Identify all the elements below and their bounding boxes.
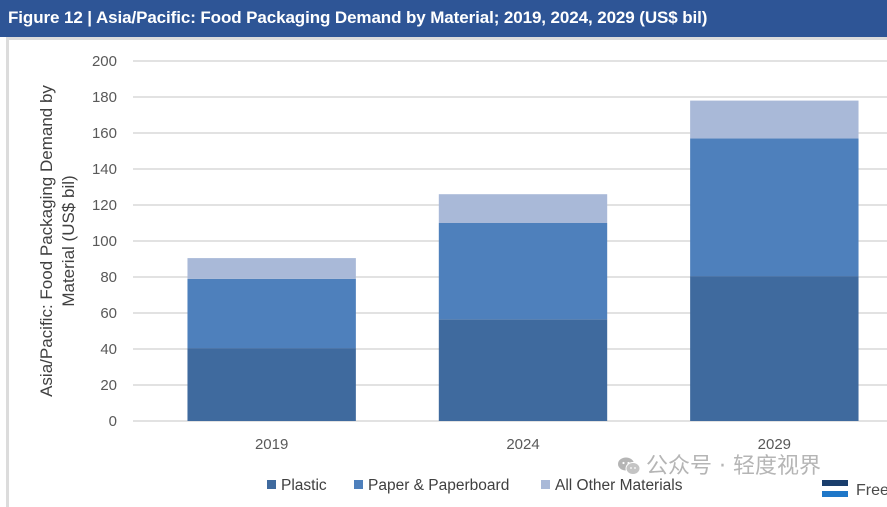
y-tick-label: 180 (92, 89, 117, 106)
legend-swatch (267, 480, 276, 489)
logo-mark-top (822, 480, 848, 486)
x-tick-label: 2029 (758, 436, 791, 453)
x-axis-ticks: 2019 2024 2029 (255, 436, 791, 453)
bar-paper-paperboard-2029 (690, 138, 859, 277)
legend-label: All Other Materials (555, 477, 683, 494)
bar-plastic-2024 (438, 319, 608, 421)
legend-label: Paper & Paperboard (368, 477, 509, 494)
y-tick-label: 80 (100, 269, 117, 286)
y-tick-label: 200 (92, 53, 117, 70)
y-tick-label: 100 (92, 233, 117, 250)
legend: Plastic Paper & Paperboard All Other Mater… (267, 477, 683, 494)
bar-all-other-materials-2019 (187, 258, 356, 279)
y-tick-label: 160 (92, 125, 117, 142)
logo-mark-bottom (822, 491, 848, 497)
bar-all-other-materials-2029 (690, 100, 859, 139)
legend-swatch (541, 480, 550, 489)
y-axis-ticks: 0 20 40 60 80 100 120 140 160 180 200 (92, 53, 117, 430)
figure-header: Figure 12 | Asia/Pacific: Food Packaging… (0, 0, 887, 37)
x-tick-label: 2019 (255, 436, 288, 453)
bar-plastic-2029 (690, 276, 859, 421)
logo-text: Free (856, 482, 887, 499)
y-tick-label: 40 (100, 341, 117, 358)
wechat-icon (618, 456, 641, 475)
x-tick-label: 2024 (506, 436, 539, 453)
y-tick-label: 140 (92, 161, 117, 178)
bar-paper-paperboard-2019 (187, 278, 356, 349)
y-axis-label-line: Asia/Pacific: Food Packaging Demand by (37, 85, 56, 397)
y-tick-label: 0 (109, 413, 117, 430)
y-axis-label-line: Material (US$ bil) (59, 175, 78, 306)
legend-swatch (354, 480, 363, 489)
bar-all-other-materials-2024 (438, 194, 608, 223)
y-tick-label: 120 (92, 197, 117, 214)
figure-title: Figure 12 | Asia/Pacific: Food Packaging… (8, 8, 708, 27)
y-tick-label: 60 (100, 305, 117, 322)
watermark: 公众号 · 轻度视界 (618, 448, 821, 480)
watermark-text: 公众号 · 轻度视界 (646, 454, 821, 479)
bar-plastic-2019 (187, 348, 356, 421)
bars (187, 100, 859, 421)
bar-paper-paperboard-2024 (438, 223, 608, 320)
y-axis-label: Asia/Pacific: Food Packaging Demand by Ma… (37, 85, 78, 397)
y-tick-label: 20 (100, 377, 117, 394)
legend-label: Plastic (281, 477, 327, 494)
